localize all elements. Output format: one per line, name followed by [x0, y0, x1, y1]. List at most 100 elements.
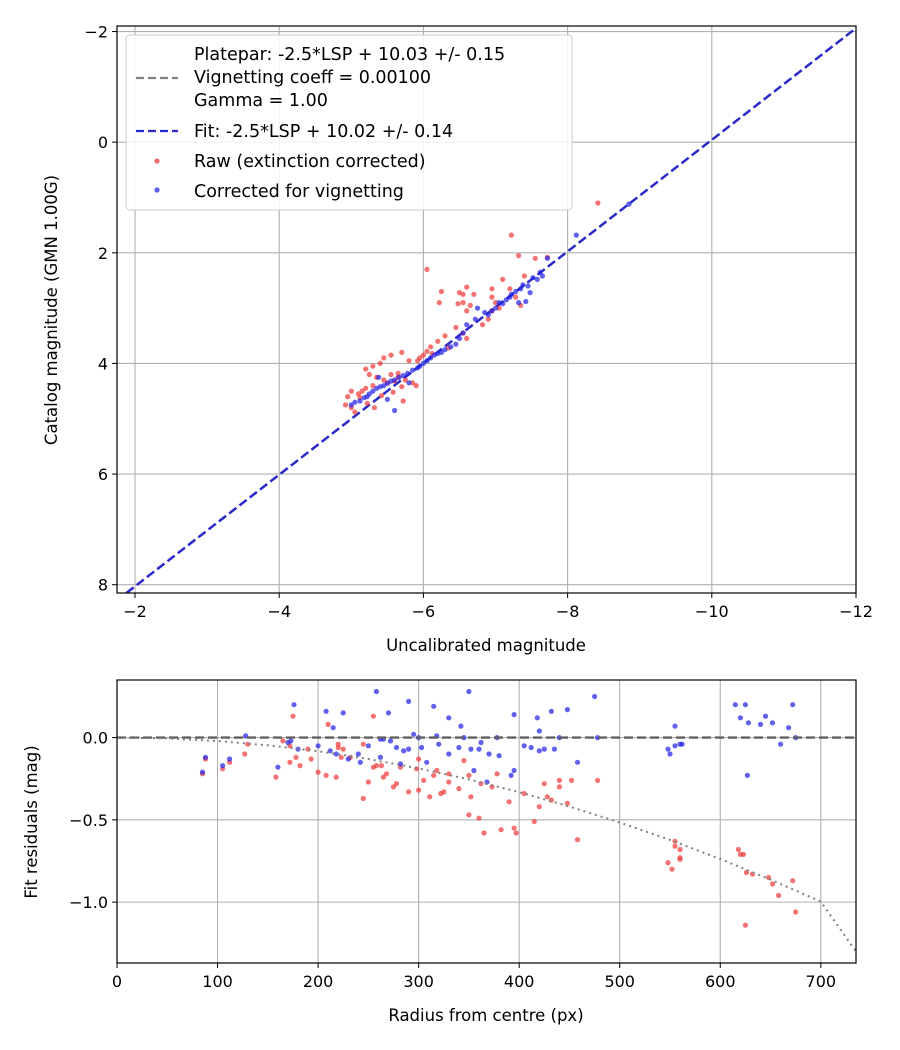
bottom-raw-point	[378, 763, 384, 769]
bottom-corrected-point	[466, 688, 472, 695]
bottom-corrected-point	[373, 688, 379, 695]
top-corrected-point	[428, 355, 434, 361]
bottom-raw-point	[672, 843, 678, 849]
bottom-corrected-point	[757, 721, 764, 728]
bottom-x-tick-label: 200	[303, 972, 334, 991]
top-axes-frame	[116, 25, 857, 594]
bottom-corrected-point	[548, 708, 555, 714]
top-raw-point	[388, 352, 394, 358]
bottom-raw-point	[383, 771, 390, 777]
bottom-raw-point	[769, 881, 776, 887]
top-raw-point	[513, 294, 519, 300]
top-raw-point	[500, 276, 506, 282]
top-raw-point	[410, 380, 416, 386]
bottom-raw-point	[595, 777, 601, 784]
top-corrected-point	[448, 344, 454, 350]
top-corrected-point	[482, 309, 488, 316]
bottom-raw-point	[564, 800, 571, 807]
top-corrected-point	[537, 269, 543, 275]
top-raw-point	[496, 305, 502, 311]
top-raw-point	[381, 377, 387, 383]
top-raw-point	[395, 370, 401, 376]
bottom-raw-point	[790, 878, 796, 884]
bottom-raw-point	[481, 830, 487, 836]
bottom-corrected-point	[327, 748, 333, 754]
bottom-corrected-point	[574, 759, 581, 765]
top-raw-point	[402, 377, 408, 383]
top-raw-point	[507, 286, 513, 292]
top-corrected-point	[361, 395, 367, 401]
bottom-raw-point	[677, 846, 683, 853]
top-raw-point	[442, 333, 448, 339]
top-corrected-point	[474, 305, 481, 311]
bottom-raw-point	[536, 804, 542, 810]
top-corrected-point	[410, 367, 416, 373]
bottom-raw-point	[466, 772, 472, 779]
bottom-corrected-point	[677, 741, 683, 747]
top-corrected-point	[424, 358, 430, 364]
bottom-corrected-point	[340, 710, 346, 716]
top-corrected-point	[396, 374, 402, 380]
bottom-raw-point	[466, 812, 472, 818]
bottom-raw-point	[494, 771, 500, 777]
bottom-corrected-point	[667, 751, 673, 757]
top-corrected-point	[539, 273, 546, 279]
top-raw-point	[455, 301, 461, 307]
legend-box	[125, 34, 573, 211]
top-raw-point	[424, 348, 430, 354]
bottom-corrected-point	[291, 702, 297, 708]
bottom-corrected-point	[220, 763, 226, 769]
top-x-tick-label: −8	[556, 602, 580, 621]
bottom-x-tick-label: 600	[705, 972, 736, 991]
bottom-raw-point	[308, 756, 314, 762]
top-raw-point	[464, 335, 470, 342]
bottom-corrected-point	[393, 744, 400, 751]
top-raw-point	[413, 383, 419, 389]
top-raw-point	[508, 232, 514, 238]
bottom-raw-point	[323, 772, 329, 779]
bottom-raw-point	[793, 909, 799, 915]
bottom-corrected-point	[424, 759, 430, 765]
top-raw-point	[381, 355, 387, 361]
top-x-axis-label: Uncalibrated magnitude	[386, 636, 586, 655]
top-raw-point	[420, 352, 426, 358]
top-corrected-point	[442, 347, 448, 353]
top-corrected-point	[507, 294, 513, 300]
top-raw-point	[521, 273, 528, 279]
legend-corrected-marker	[154, 187, 160, 193]
bottom-y-tick-label: 0.0	[83, 729, 108, 748]
top-corrected-point	[530, 275, 536, 281]
bottom-raw-point	[315, 769, 321, 775]
top-corrected-point	[525, 283, 531, 289]
legend: Platepar: -2.5*LSP + 10.03 +/- 0.15 Vign…	[125, 34, 573, 211]
bottom-panel: 0 100 200 300 400 500 600 700 −1.0 −0.5 0.0 Radius…	[22, 679, 857, 1025]
bottom-corrected-point	[446, 715, 452, 721]
bottom-corrected-point	[486, 751, 492, 757]
bottom-raw-point	[434, 767, 440, 774]
bottom-corrected-point	[458, 723, 464, 729]
bottom-corrected-point	[436, 741, 442, 747]
bottom-raw-point	[427, 794, 433, 800]
bottom-corrected-point	[227, 756, 233, 762]
bottom-x-tick-label: 500	[604, 972, 635, 991]
top-raw-point	[415, 358, 421, 364]
bottom-corrected-point	[285, 739, 291, 746]
bottom-points	[199, 688, 799, 928]
top-corrected-point	[460, 330, 466, 336]
bottom-x-axis-label: Radius from centre (px)	[388, 1006, 583, 1025]
top-raw-point	[467, 302, 473, 308]
top-corrected-point	[456, 335, 463, 342]
top-corrected-point	[406, 380, 412, 386]
top-corrected-point	[520, 282, 526, 288]
bottom-raw-point	[677, 856, 683, 862]
top-raw-point	[471, 291, 477, 297]
bottom-raw-point	[511, 825, 517, 831]
bottom-corrected-point	[745, 720, 752, 726]
bottom-corrected-point	[357, 759, 363, 765]
top-corrected-point	[523, 298, 529, 305]
top-raw-point	[364, 400, 370, 406]
bottom-corrected-point	[508, 772, 514, 779]
top-raw-point	[489, 286, 495, 292]
bottom-raw-point	[461, 758, 467, 764]
bottom-corrected-point	[406, 698, 412, 705]
